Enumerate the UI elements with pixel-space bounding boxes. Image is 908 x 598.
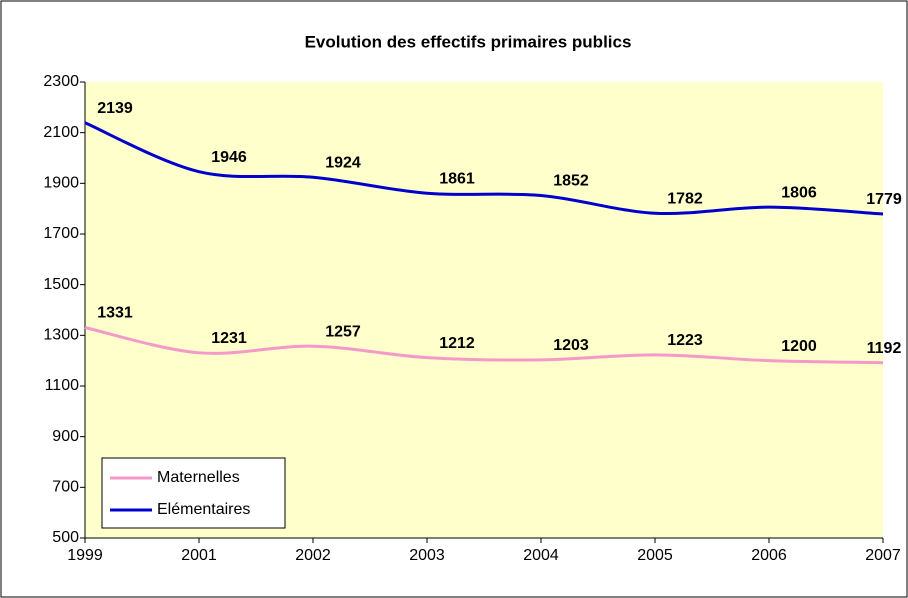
data-label: 1861 (439, 170, 475, 187)
data-label: 1946 (211, 149, 247, 166)
y-tick-label: 700 (52, 479, 79, 496)
y-tick-label: 2300 (43, 73, 79, 90)
x-tick-label: 1999 (67, 547, 103, 564)
x-tick-label: 2001 (181, 547, 217, 564)
y-tick-label: 1900 (43, 175, 79, 192)
series-line (84, 326, 884, 365)
x-tick-label: 2004 (523, 547, 559, 564)
legend-label: Elémentaires (157, 501, 250, 518)
data-label: 1203 (553, 337, 589, 354)
x-tick-label: 2002 (295, 547, 331, 564)
data-label: 1806 (781, 184, 817, 201)
y-tick-label: 1100 (45, 377, 80, 394)
chart-title: Evolution des effectifs primaires public… (305, 32, 632, 51)
data-label: 1212 (439, 335, 475, 352)
x-tick-label: 2005 (637, 547, 673, 564)
y-tick-label: 500 (52, 529, 79, 546)
data-label: 1331 (97, 305, 133, 322)
x-tick-label: 2006 (751, 547, 787, 564)
legend-box (101, 457, 286, 529)
x-tick-label: 2003 (409, 547, 445, 564)
data-label: 2139 (97, 100, 133, 117)
y-tick-label: 1700 (43, 225, 79, 242)
data-label: 1257 (325, 323, 361, 340)
data-label: 1231 (211, 330, 247, 347)
series-line (84, 121, 884, 216)
data-label: 1852 (553, 173, 589, 190)
y-tick-label: 2100 (43, 124, 79, 141)
data-label: 1223 (667, 332, 703, 349)
data-label: 1192 (867, 340, 902, 357)
legend-label: Maternelles (157, 469, 240, 486)
x-tick-label: 2007 (865, 547, 901, 564)
y-tick-label: 1500 (43, 276, 79, 293)
y-tick-label: 1300 (43, 327, 79, 344)
data-label: 1200 (781, 338, 817, 355)
y-tick-label: 900 (52, 428, 79, 445)
data-label: 1779 (866, 191, 902, 208)
data-label: 1924 (325, 154, 361, 171)
data-label: 1782 (667, 190, 703, 207)
